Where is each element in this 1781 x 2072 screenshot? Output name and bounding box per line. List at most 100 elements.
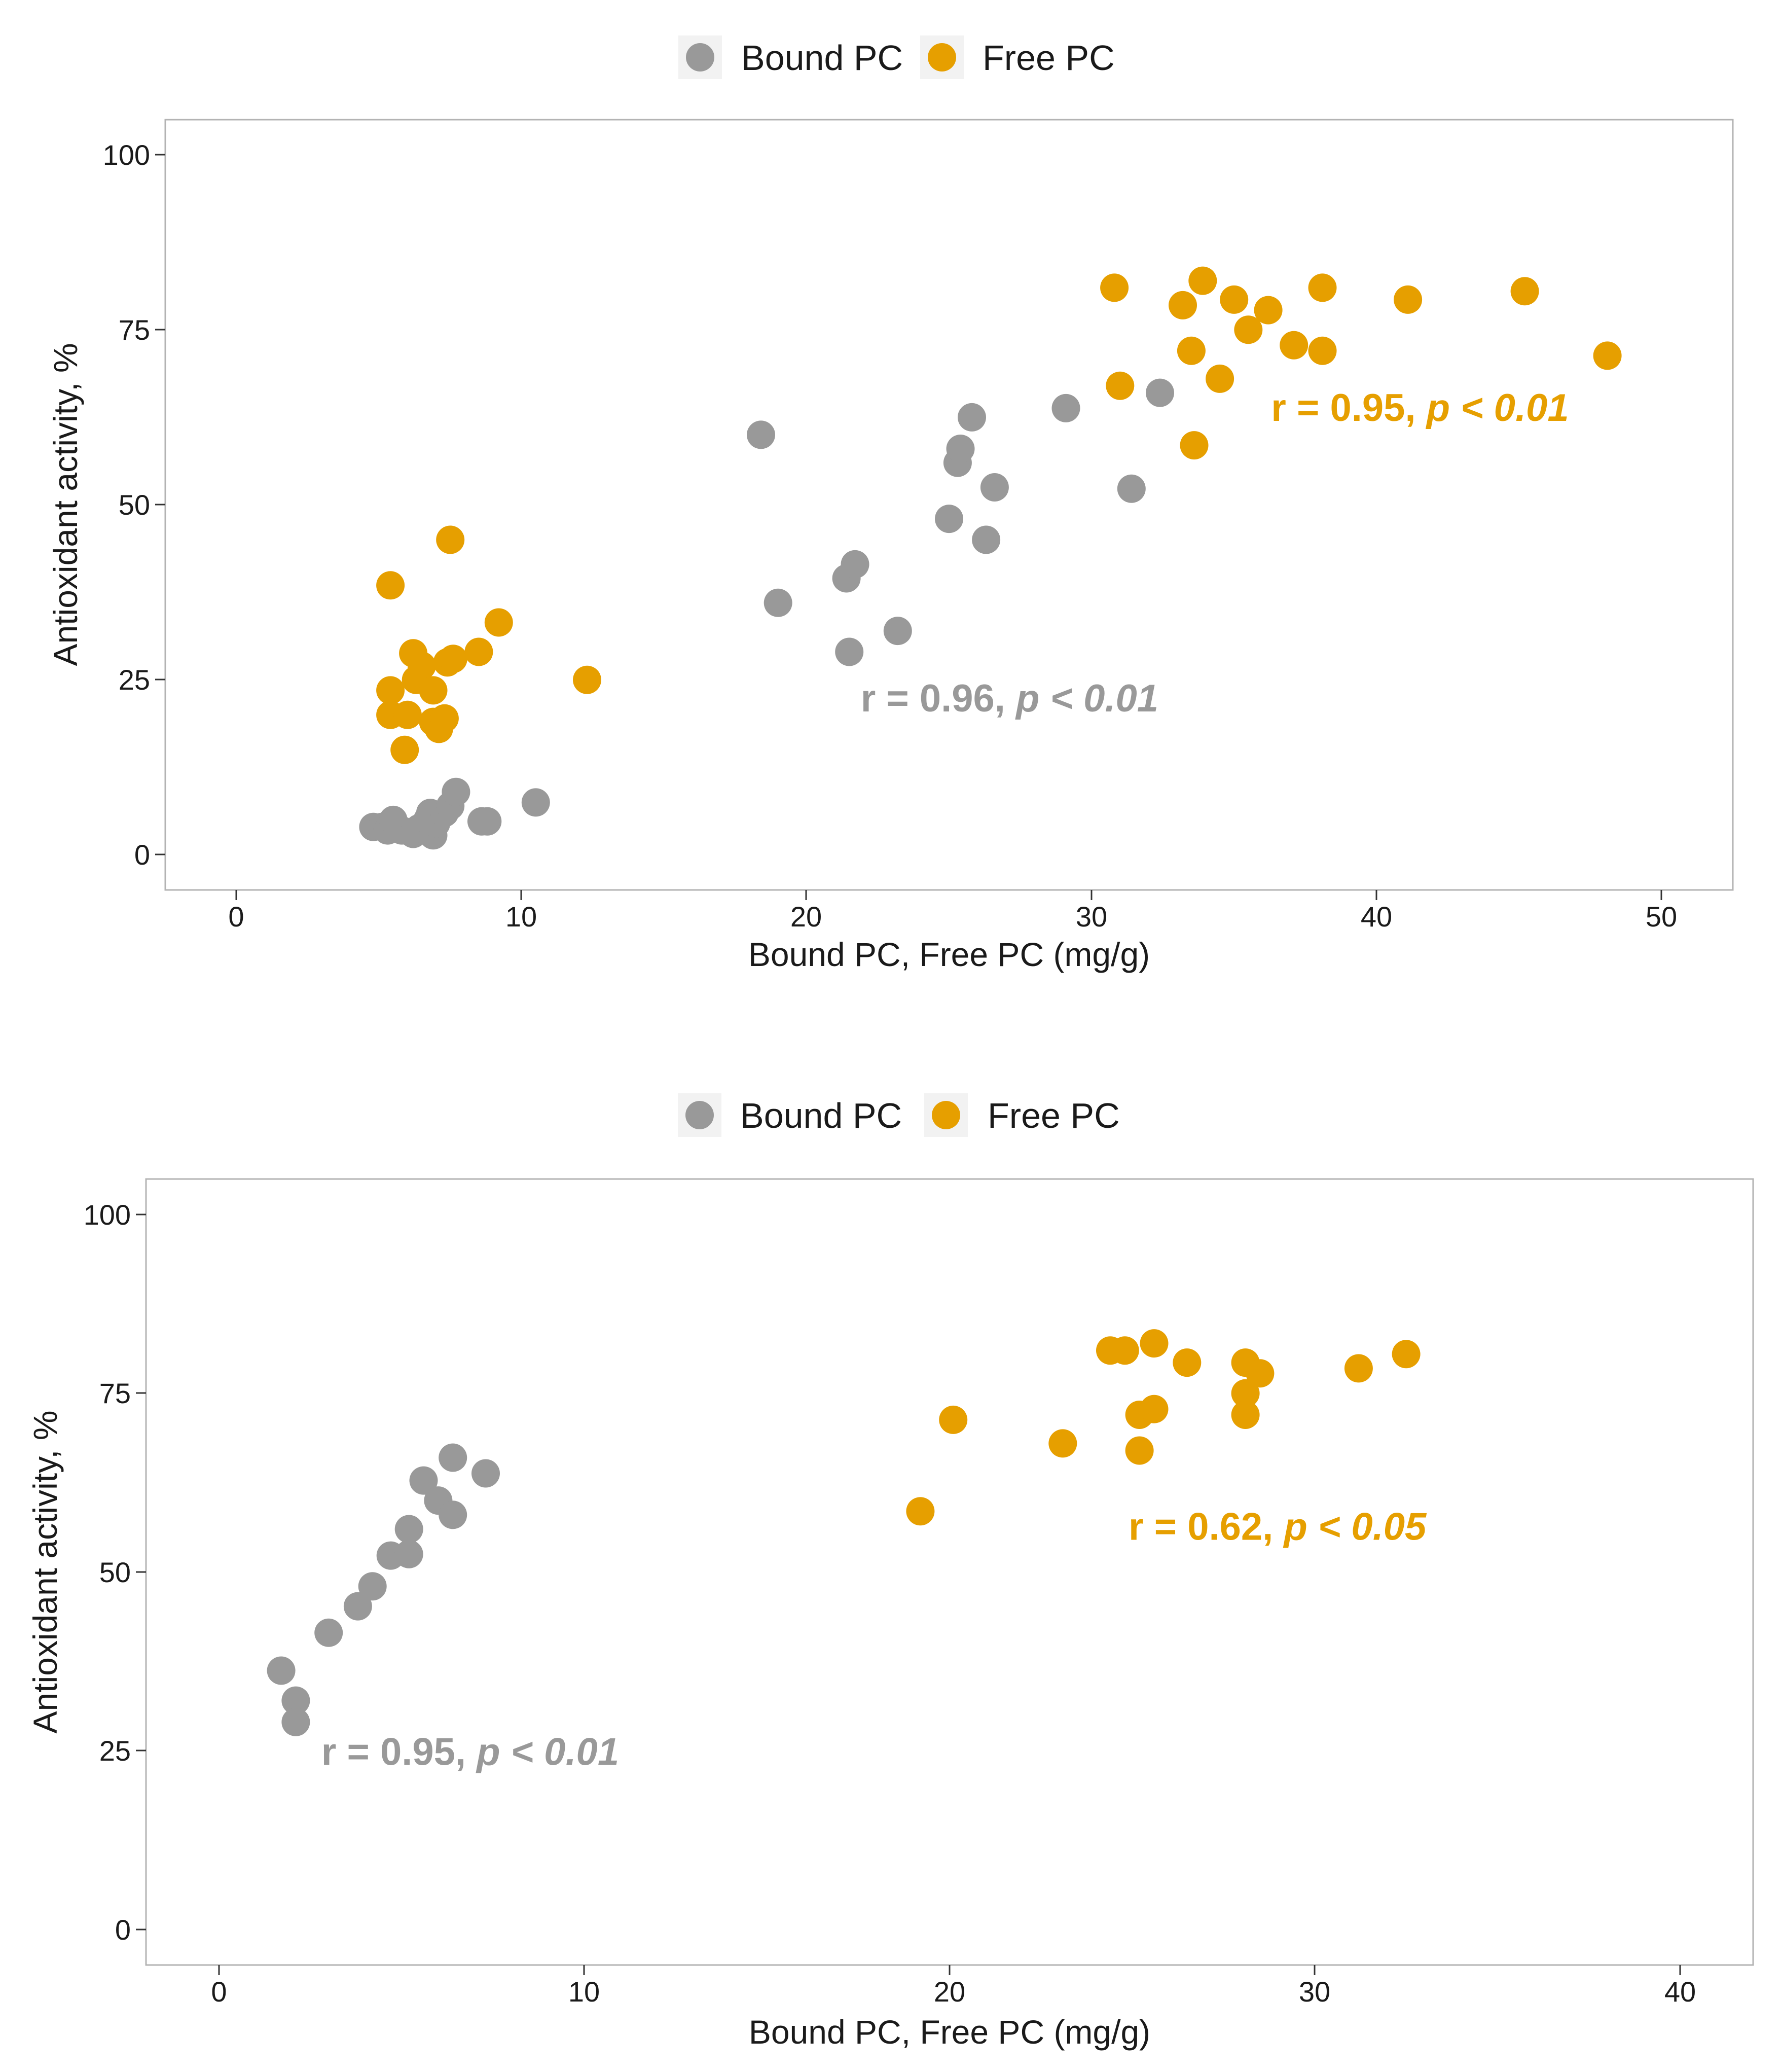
point-free-pc [1234,315,1263,344]
point-free-pc [436,525,465,554]
point-free-pc [1100,273,1129,302]
legend-label-free: Free PC [983,38,1115,78]
point-bound-pc [314,1618,343,1647]
point-free-pc [419,676,448,705]
point-bound-pc [343,1592,372,1621]
x-tick-label: 0 [211,1976,227,2008]
point-free-pc [1231,1379,1260,1408]
y-tick-label: 75 [99,1377,131,1409]
point-free-pc [1308,273,1337,302]
point-free-pc [376,676,405,705]
y-axis-title: Antioxidant activity, % [47,343,84,666]
chart-1-y-axis: 0 25 50 75 100 Antioxidant activity, % [47,139,165,871]
annotation-main: r = 0.96, [861,677,1016,720]
legend-marker-free [932,1101,960,1129]
point-free-pc [408,652,436,681]
point-bound-pc [1146,378,1174,407]
point-free-pc [1188,266,1217,295]
chart-1-legend: Bound PC Free PC [678,35,1115,79]
y-tick-label: 100 [103,139,150,171]
annotation-main: r = 0.62, [1129,1506,1284,1549]
point-free-pc [439,645,467,673]
point-bound-pc [471,1459,500,1488]
point-bound-pc [883,617,912,646]
point-free-pc [1246,1359,1275,1388]
point-bound-pc [946,435,975,463]
annotation-italic: p < 0.01 [476,1731,619,1774]
point-bound-pc [281,1707,310,1736]
point-free-pc [573,665,601,694]
chart-2-legend: Bound PC Free PC [678,1093,1120,1137]
point-free-pc [1392,1340,1421,1369]
legend-label-bound: Bound PC [740,1096,902,1135]
point-free-pc [376,571,405,600]
chart-2-plot-panel [145,1178,1754,1966]
point-free-pc [1231,1401,1260,1429]
chart-2-annotation-bound: r = 0.95, p < 0.01 [321,1731,619,1774]
point-bound-pc [521,788,550,817]
point-free-pc [1140,1395,1169,1423]
annotation-italic: p < 0.05 [1283,1506,1427,1549]
point-bound-pc [439,1501,467,1529]
legend-marker-bound [685,1101,714,1129]
chart-1: Bound PC Free PC 0 25 50 75 100 Antioxid… [47,35,1734,973]
point-free-pc [1106,371,1135,400]
x-tick-label: 30 [1076,901,1107,933]
point-free-pc [1394,285,1423,314]
legend-marker-free [928,43,956,72]
x-axis-title: Bound PC, Free PC (mg/g) [749,2013,1150,2051]
legend-label-bound: Bound PC [741,38,903,78]
x-tick-label: 10 [568,1976,600,2008]
point-free-pc [1140,1329,1169,1358]
point-free-pc [1344,1354,1373,1383]
x-tick-label: 40 [1664,1976,1696,2008]
point-free-pc [1169,291,1197,319]
point-free-pc [1308,336,1337,365]
y-axis-title: Antioxidant activity, % [26,1410,64,1733]
x-tick-label: 10 [505,901,537,933]
point-bound-pc [1051,394,1080,422]
point-free-pc [906,1497,935,1526]
y-tick-label: 0 [115,1914,131,1946]
point-free-pc [464,637,493,666]
legend-marker-bound [686,43,714,72]
point-bound-pc [394,1540,423,1568]
point-free-pc [393,700,422,729]
point-free-pc [1280,331,1309,360]
chart-2-y-axis: 0 25 50 75 100 Antioxidant activity, % [26,1199,146,1946]
point-bound-pc [267,1656,296,1685]
point-free-pc [939,1405,968,1434]
point-bound-pc [394,1515,423,1544]
point-bound-pc [747,420,775,449]
y-tick-label: 50 [99,1556,131,1588]
x-tick-label: 40 [1361,901,1392,933]
point-bound-pc [935,505,963,533]
chart-1-points [359,266,1622,850]
point-bound-pc [439,1443,467,1472]
point-free-pc [1206,364,1234,393]
x-tick-label: 50 [1646,901,1677,933]
point-free-pc [390,735,419,764]
chart-2-x-axis: 0 10 20 30 40 Bound PC, Free PC (mg/g) [211,1965,1696,2051]
point-bound-pc [764,588,792,617]
point-free-pc [1254,296,1283,325]
chart-1-annotation-free: r = 0.95, p < 0.01 [1271,386,1569,430]
x-tick-label: 0 [228,901,244,933]
annotation-italic: p < 0.01 [1015,677,1158,720]
chart-1-annotation-bound: r = 0.96, p < 0.01 [861,677,1158,720]
annotation-main: r = 0.95, [321,1731,477,1774]
chart-2-annotation-free: r = 0.62, p < 0.05 [1129,1506,1427,1549]
point-free-pc [484,608,513,637]
point-free-pc [1510,277,1539,306]
point-bound-pc [473,807,502,836]
point-free-pc [1173,1348,1202,1377]
y-tick-label: 100 [84,1199,131,1231]
point-free-pc [1593,341,1622,370]
point-bound-pc [972,525,1001,554]
x-axis-title: Bound PC, Free PC (mg/g) [748,936,1150,973]
point-free-pc [1180,431,1209,460]
point-bound-pc [281,1686,310,1715]
x-tick-label: 20 [934,1976,965,2008]
chart-1-x-axis: 0 10 20 30 40 50 Bound PC, Free PC (mg/g… [228,890,1677,973]
